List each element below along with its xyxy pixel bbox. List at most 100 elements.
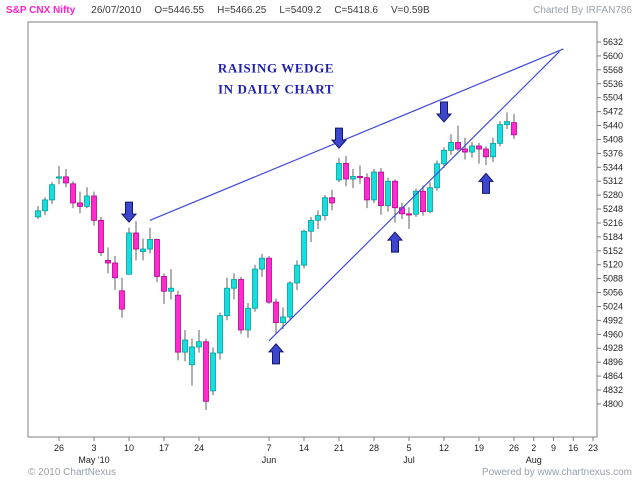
- candle: [511, 122, 517, 136]
- quote-volume: V=0.59B: [390, 5, 430, 16]
- candle: [343, 162, 349, 180]
- x-axis-label: 2: [531, 443, 536, 453]
- y-axis-label: 5600: [603, 51, 623, 61]
- y-axis-label: 5568: [603, 65, 623, 75]
- candle: [189, 346, 195, 366]
- x-axis-label: 14: [299, 443, 309, 453]
- x-axis-label: 5: [406, 443, 411, 453]
- chart-footer: © 2010 ChartNexus Powered by www.chartne…: [28, 467, 632, 478]
- candle: [35, 210, 41, 218]
- candle: [448, 142, 454, 151]
- candle: [385, 180, 391, 206]
- chart-header: S&P CNX Nifty 26/07/2010 O=5446.55 H=546…: [6, 3, 632, 18]
- candle: [294, 264, 300, 284]
- candle: [91, 195, 97, 221]
- y-axis-label: 4800: [603, 399, 623, 409]
- x-axis-month-label: Jul: [403, 455, 415, 465]
- x-axis-label: 23: [588, 443, 598, 453]
- x-axis-label: 28: [369, 443, 379, 453]
- y-axis-label: 5440: [603, 121, 623, 131]
- x-axis-label: 7: [266, 443, 271, 453]
- candle: [441, 149, 447, 165]
- candle: [350, 176, 356, 180]
- candle: [84, 195, 90, 207]
- candle: [287, 282, 293, 318]
- candle: [497, 124, 503, 144]
- candle: [406, 213, 412, 216]
- candle: [301, 230, 307, 266]
- candle: [259, 257, 265, 270]
- candle: [413, 190, 419, 215]
- candle: [266, 257, 272, 303]
- quote-date: 26/07/2010: [91, 5, 142, 16]
- copyright-label: © 2010 ChartNexus: [28, 467, 116, 478]
- candle: [245, 307, 251, 331]
- y-axis-label: 5632: [603, 37, 623, 47]
- powered-by-link[interactable]: Powered by www.chartnexus.com: [481, 467, 632, 478]
- x-axis-label: 21: [334, 443, 344, 453]
- quote-high: H=5466.25: [217, 5, 267, 16]
- arrow-down-icon: [330, 127, 348, 149]
- plot-border: [27, 21, 598, 438]
- x-axis-label: 24: [194, 443, 204, 453]
- arrow-up-icon: [386, 231, 404, 253]
- candle: [217, 315, 223, 354]
- y-axis-label: 5312: [603, 176, 623, 186]
- candle: [175, 294, 181, 353]
- y-axis-label: 5280: [603, 190, 623, 200]
- quote-close: C=5418.6: [334, 5, 378, 16]
- y-axis-label: 4960: [603, 329, 623, 339]
- y-axis-label: 5408: [603, 134, 623, 144]
- arrow-down-icon: [120, 201, 138, 223]
- y-axis-label: 5376: [603, 148, 623, 158]
- x-axis-label: 16: [568, 443, 578, 453]
- candle: [476, 145, 482, 150]
- candle: [231, 279, 237, 289]
- candle: [455, 142, 461, 150]
- candle: [63, 176, 69, 184]
- arrow-up-icon: [267, 343, 285, 365]
- candle: [154, 239, 160, 277]
- candle: [77, 202, 83, 207]
- candle: [490, 142, 496, 158]
- x-axis-label: 12: [439, 443, 449, 453]
- y-axis-label: 5344: [603, 162, 623, 172]
- candle: [161, 276, 167, 292]
- candle: [504, 121, 510, 126]
- y-axis-label: 5536: [603, 79, 623, 89]
- candle: [308, 219, 314, 232]
- y-axis-label: 5056: [603, 288, 623, 298]
- candle: [119, 290, 125, 310]
- candle: [392, 180, 398, 209]
- y-axis-label: 5216: [603, 218, 623, 228]
- candle: [203, 341, 209, 402]
- y-axis-label: 5248: [603, 204, 623, 214]
- candle: [196, 341, 202, 348]
- candle: [42, 199, 48, 212]
- candle: [427, 187, 433, 213]
- candle: [280, 316, 286, 323]
- x-axis-month-label: Aug: [526, 455, 542, 465]
- candle: [105, 259, 111, 264]
- candle: [133, 232, 139, 250]
- candle: [126, 232, 132, 275]
- candle: [371, 171, 377, 201]
- candle: [147, 239, 153, 250]
- x-axis-label: 26: [509, 443, 519, 453]
- x-axis-month-label: Jun: [262, 455, 277, 465]
- candle: [140, 248, 146, 253]
- x-axis-label: 3: [91, 443, 96, 453]
- candle: [252, 268, 258, 309]
- y-axis-label: 4864: [603, 371, 623, 381]
- candle: [483, 148, 489, 158]
- candle: [70, 183, 76, 204]
- y-axis-label: 4928: [603, 343, 623, 353]
- quote-open: O=5446.55: [154, 5, 205, 16]
- candle: [378, 171, 384, 206]
- candle: [336, 162, 342, 181]
- candle: [315, 215, 321, 221]
- candle: [462, 148, 468, 153]
- x-axis-label: 26: [54, 443, 64, 453]
- candle: [49, 184, 55, 201]
- arrow-down-icon: [435, 101, 453, 123]
